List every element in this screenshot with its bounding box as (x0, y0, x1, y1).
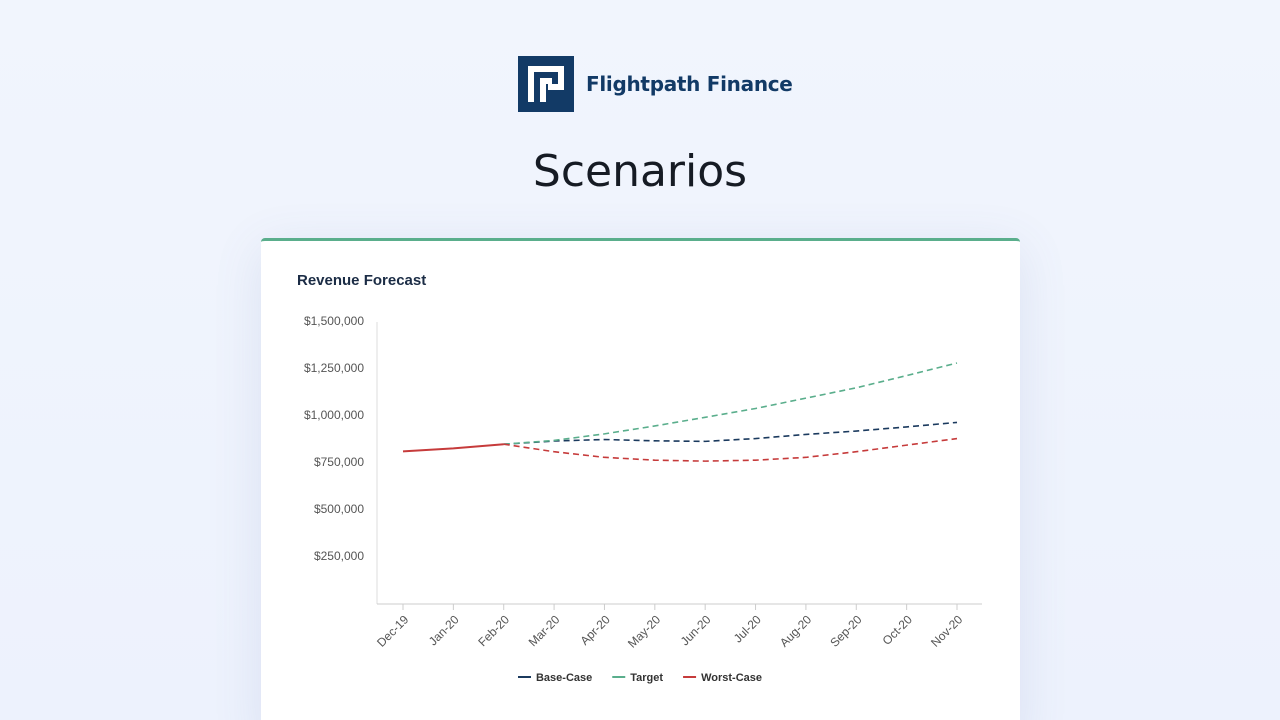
x-tick-label: Apr-20 (577, 612, 613, 648)
y-tick-label: $1,500,000 (304, 314, 364, 328)
forecast-line (503, 421, 958, 445)
brand-name: Flightpath Finance (586, 72, 793, 96)
x-tick-label: Jan-20 (426, 612, 462, 648)
x-tick-label: Dec-19 (374, 612, 411, 649)
forecast-line (503, 362, 958, 445)
y-tick-label: $250,000 (314, 549, 364, 563)
x-tick-label: Aug-20 (777, 612, 814, 649)
legend-label: Worst-Case (701, 672, 762, 684)
y-tick-label: $1,000,000 (304, 408, 364, 422)
y-tick-label: $1,250,000 (304, 361, 364, 375)
page-title: Scenarios (532, 146, 748, 197)
x-tick-label: Mar-20 (526, 612, 563, 649)
x-tick-label: Sep-20 (827, 612, 864, 649)
logo (518, 56, 574, 112)
chart-card (261, 238, 1020, 720)
legend-label: Target (630, 672, 663, 684)
y-tick-label: $750,000 (314, 455, 364, 469)
x-tick-label: Nov-20 (928, 612, 965, 649)
x-tick-label: Jun-20 (678, 612, 714, 648)
chart-title: Revenue Forecast (297, 272, 426, 289)
forecast-line (503, 437, 958, 462)
x-tick-label: Oct-20 (880, 612, 916, 648)
brand[interactable]: Flightpath Finance (518, 56, 793, 112)
legend-label: Base-Case (536, 672, 592, 684)
actual-line (402, 443, 504, 453)
y-tick-label: $500,000 (314, 502, 364, 516)
x-tick-label: May-20 (625, 612, 663, 650)
x-tick-label: Jul-20 (731, 612, 764, 645)
x-tick-label: Feb-20 (475, 612, 512, 649)
